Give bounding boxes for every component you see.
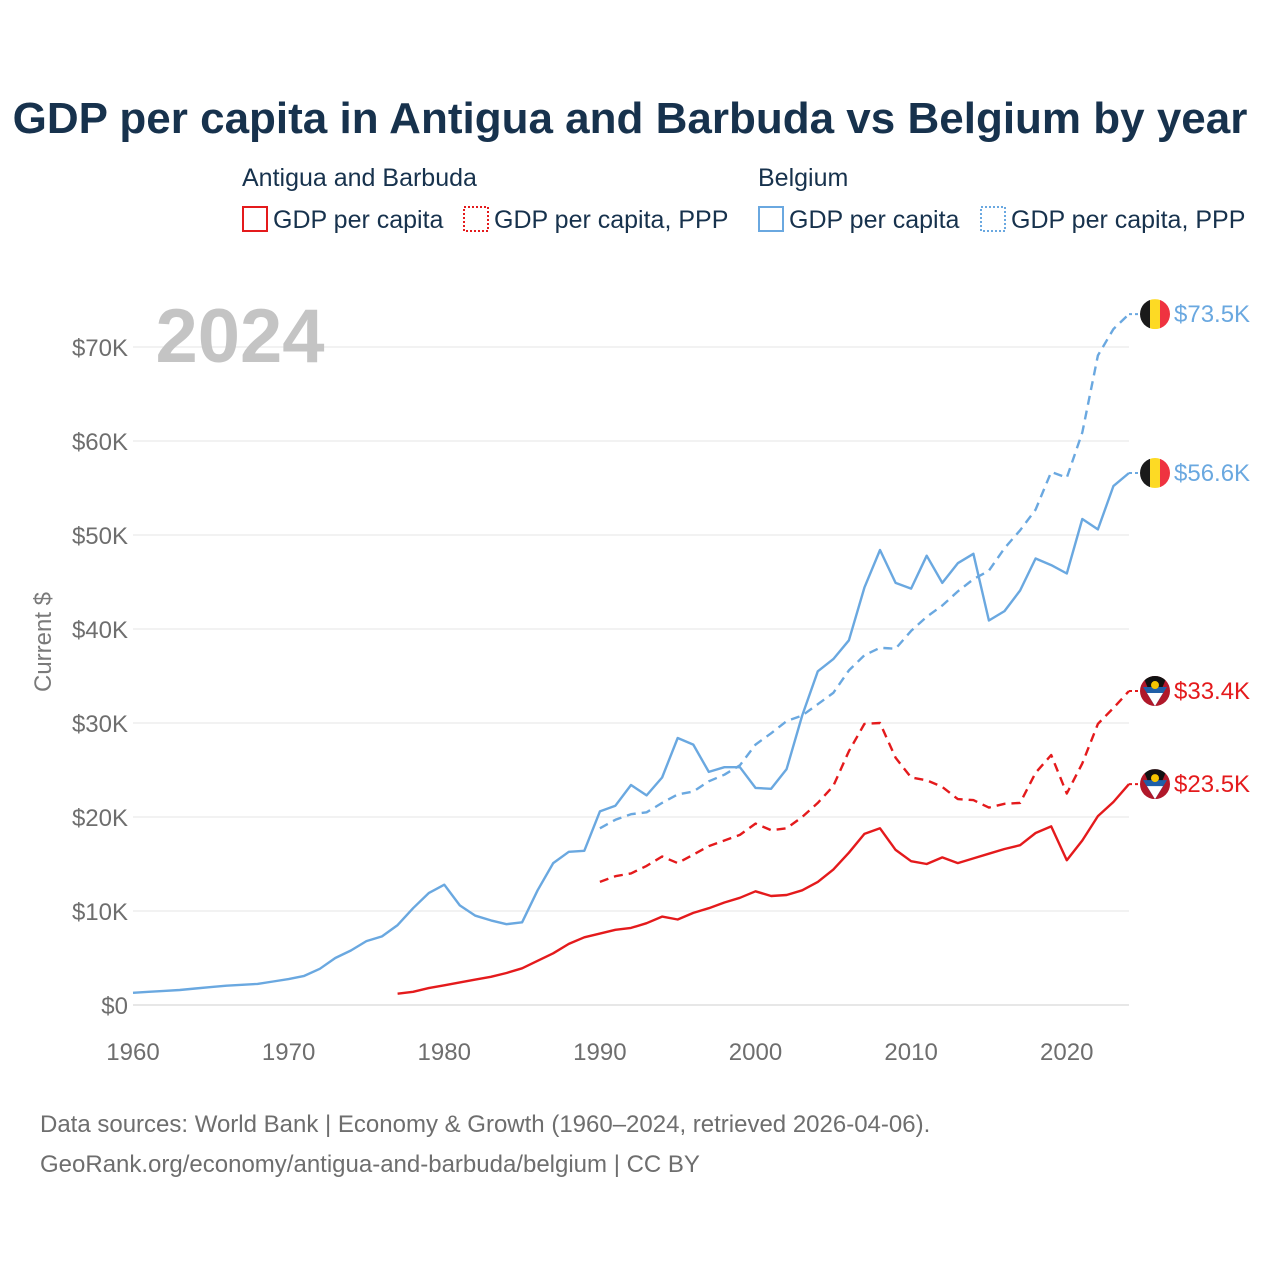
legend-label-antigua-gdp: GDP per capita xyxy=(273,206,444,234)
x-tick-label: 1960 xyxy=(106,1039,159,1066)
source-line-2: GeoRank.org/economy/antigua-and-barbuda/… xyxy=(40,1151,700,1178)
legend-label-belgium-gdp: GDP per capita xyxy=(789,206,960,234)
legend-group-belgium: Belgium xyxy=(758,164,848,192)
legend-swatch-antigua-ppp xyxy=(463,206,489,232)
end-value-label: $33.4K xyxy=(1174,678,1250,705)
legend-label-belgium-ppp: GDP per capita, PPP xyxy=(1011,206,1245,234)
y-tick-label: $10K xyxy=(72,899,128,926)
x-tick-label: 2010 xyxy=(884,1039,937,1066)
y-tick-label: $60K xyxy=(72,429,128,456)
series-line xyxy=(397,783,1130,995)
legend-swatch-antigua-gdp xyxy=(242,206,268,232)
legend: Antigua and Barbuda GDP per capita GDP p… xyxy=(242,164,1245,234)
series-layer xyxy=(132,313,1130,995)
x-tick-label: 1980 xyxy=(418,1039,471,1066)
end-value-label: $23.5K xyxy=(1174,771,1250,798)
legend-swatch-belgium-gdp xyxy=(758,206,784,232)
end-marker: $56.6K xyxy=(1129,457,1250,488)
antigua-flag-icon xyxy=(1140,676,1170,707)
x-tick-label: 2000 xyxy=(729,1039,782,1066)
y-tick-label: $0 xyxy=(101,993,128,1020)
x-tick-label: 1990 xyxy=(573,1039,626,1066)
y-axis: $0 $10K $20K $30K $40K $50K $60K $70K xyxy=(72,335,128,1020)
x-tick-label: 1970 xyxy=(262,1039,315,1066)
y-tick-label: $20K xyxy=(72,805,128,832)
legend-group-antigua: Antigua and Barbuda xyxy=(242,164,477,192)
year-watermark: 2024 xyxy=(155,294,324,379)
x-axis: 1960 1970 1980 1990 2000 2010 2020 xyxy=(106,1039,1093,1066)
end-value-label: $73.5K xyxy=(1174,301,1250,328)
end-marker: $33.4K xyxy=(1129,676,1250,707)
belgium-flag-icon xyxy=(1140,457,1170,488)
chart-title: GDP per capita in Antigua and Barbuda vs… xyxy=(13,94,1248,143)
end-value-label: $56.6K xyxy=(1174,460,1250,487)
y-tick-label: $50K xyxy=(72,523,128,550)
legend-swatch-belgium-ppp xyxy=(980,206,1006,232)
end-labels: $56.6K $73.5K $23.5K $33.4K xyxy=(1129,299,1250,800)
end-marker: $23.5K xyxy=(1129,769,1250,800)
series-line xyxy=(599,690,1130,884)
antigua-flag-icon xyxy=(1140,769,1170,800)
end-marker: $73.5K xyxy=(1129,299,1250,330)
y-tick-label: $40K xyxy=(72,617,128,644)
x-tick-label: 2020 xyxy=(1040,1039,1093,1066)
source-line-1: Data sources: World Bank | Economy & Gro… xyxy=(40,1111,930,1138)
gridlines xyxy=(133,346,1129,1006)
y-tick-label: $70K xyxy=(72,335,128,362)
series-line xyxy=(132,472,1130,994)
legend-label-antigua-ppp: GDP per capita, PPP xyxy=(494,206,728,234)
y-tick-label: $30K xyxy=(72,711,128,738)
belgium-flag-icon xyxy=(1140,299,1170,330)
y-axis-title: Current $ xyxy=(30,592,57,692)
series-line xyxy=(599,313,1130,830)
